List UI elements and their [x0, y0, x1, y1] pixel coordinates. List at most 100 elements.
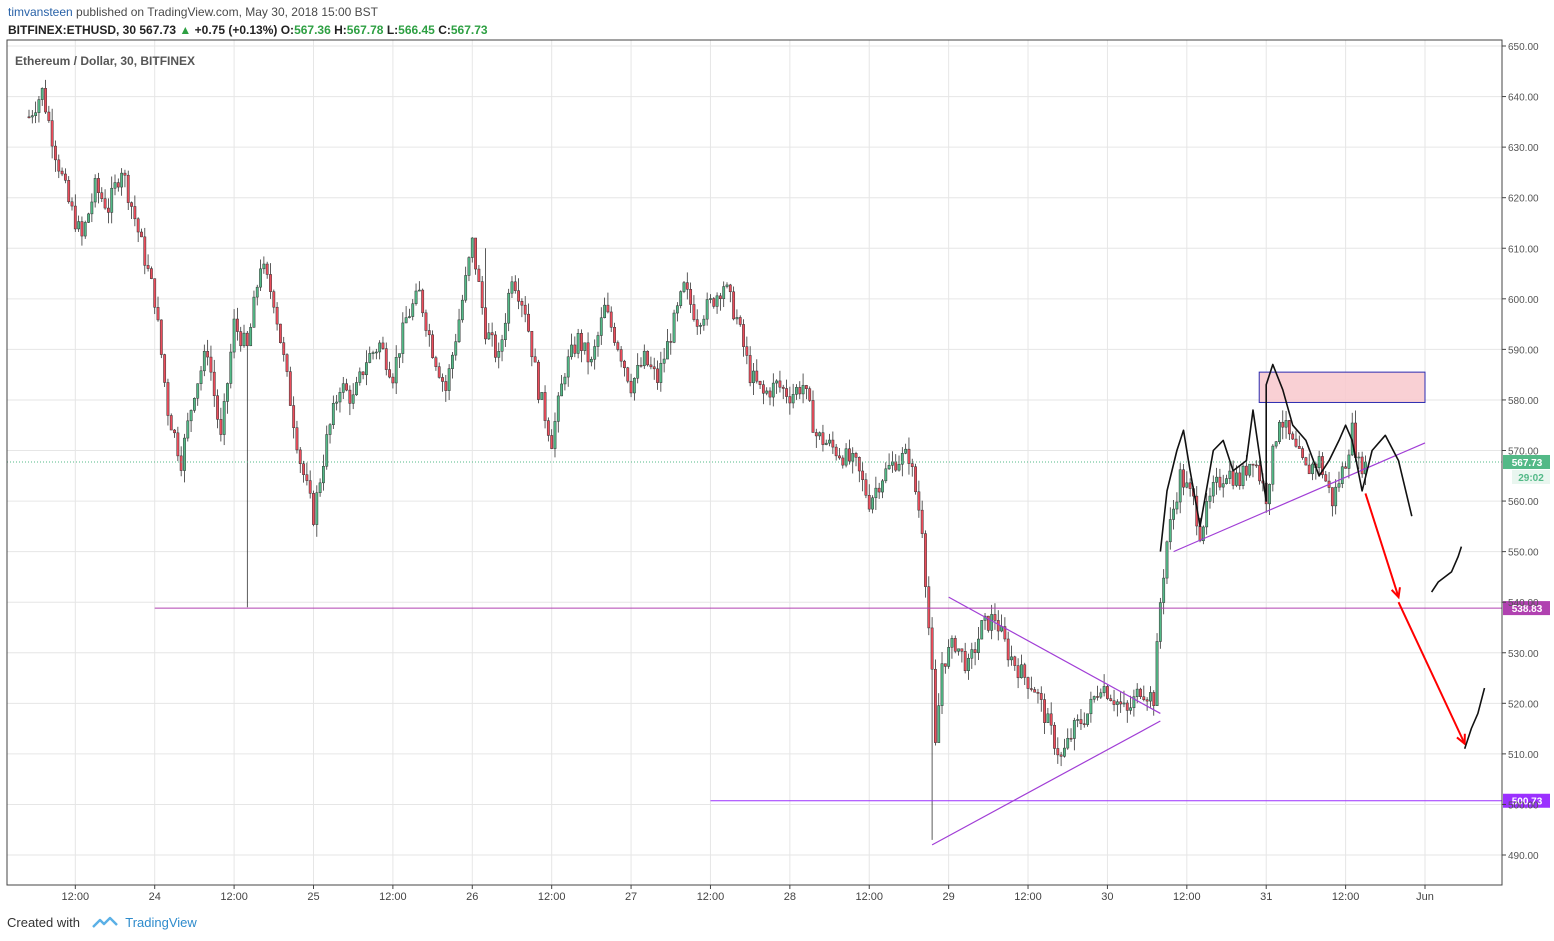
- candle-down: [907, 448, 911, 464]
- candle-down: [1360, 456, 1364, 475]
- candle-down: [441, 377, 444, 382]
- candle-down: [606, 304, 610, 313]
- candle-up: [1215, 476, 1219, 483]
- candle-down: [434, 357, 438, 367]
- candle-down: [312, 493, 315, 525]
- candle-down: [861, 470, 865, 480]
- candle-down: [917, 491, 921, 511]
- x-tick-label: 26: [466, 891, 478, 903]
- candle-down: [427, 330, 431, 336]
- y-tick-label: 510.00: [1508, 750, 1539, 761]
- candle-up: [977, 638, 980, 653]
- candle-down: [857, 457, 861, 472]
- y-tick-label: 590.00: [1508, 345, 1539, 356]
- candle-up: [259, 268, 262, 288]
- candle-down: [669, 341, 673, 343]
- candle-down: [517, 290, 521, 302]
- candle-up: [583, 342, 587, 351]
- y-tick-label: 530.00: [1508, 649, 1539, 660]
- candle-down: [305, 474, 309, 481]
- candle-down: [1304, 457, 1308, 466]
- candle-down: [70, 201, 74, 207]
- candle-up: [682, 282, 686, 292]
- candle-up: [113, 182, 117, 189]
- tradingview-link[interactable]: TradingView: [125, 915, 197, 930]
- candle-down: [695, 319, 699, 327]
- candle-up: [192, 398, 196, 411]
- candle-down: [768, 390, 772, 398]
- candle-up: [828, 439, 831, 444]
- candle-up: [1115, 701, 1119, 705]
- candle-up: [30, 115, 34, 118]
- candle-down: [1013, 656, 1017, 666]
- candle-down: [814, 432, 818, 437]
- candle-up: [1162, 577, 1166, 603]
- candle-down: [1321, 456, 1324, 475]
- candle-up: [189, 410, 193, 422]
- candle-up: [735, 317, 739, 320]
- candle-down: [1016, 665, 1020, 679]
- candle-down: [963, 651, 967, 672]
- support-label: 500.73: [1512, 797, 1543, 808]
- candle-down: [626, 367, 630, 382]
- candle-down: [159, 319, 163, 355]
- candle-up: [454, 341, 458, 356]
- candle-up: [510, 281, 514, 294]
- candle-down: [63, 173, 67, 181]
- publisher-line: timvansteen published on TradingView.com…: [8, 5, 378, 19]
- freehand-bounce-1: [1430, 546, 1463, 593]
- candle-up: [252, 296, 256, 328]
- candle-up: [593, 346, 597, 360]
- candle-up: [801, 385, 805, 395]
- y-tick-label: 560.00: [1508, 497, 1539, 508]
- candle-up: [404, 317, 408, 324]
- candle-down: [745, 346, 749, 356]
- chart-drawings[interactable]: 567.73 29:02 538.83 500.73: [7, 363, 1550, 846]
- candle-up: [752, 370, 755, 384]
- candle-down: [755, 370, 759, 382]
- x-tick-label: 12:00: [379, 891, 407, 903]
- candle-down: [179, 455, 183, 471]
- candle-down: [285, 354, 289, 372]
- candle-down: [953, 638, 957, 652]
- candle-down: [1139, 688, 1142, 697]
- publisher-username[interactable]: timvansteen: [8, 5, 73, 19]
- candle-up: [351, 394, 355, 404]
- candle-up: [1165, 541, 1169, 579]
- countdown-label: 29:02: [1518, 473, 1544, 484]
- candle-up: [675, 305, 679, 314]
- candle-down: [288, 371, 292, 406]
- footer: Created with TradingView: [7, 915, 197, 930]
- candle-down: [361, 371, 365, 376]
- candle-down: [1109, 698, 1113, 701]
- candle-down: [1258, 465, 1262, 482]
- candle-down: [431, 334, 434, 358]
- candle-down: [1112, 700, 1116, 705]
- candle-up: [457, 319, 461, 342]
- candle-down: [100, 192, 104, 199]
- candle-down: [973, 649, 977, 653]
- candle-up: [871, 497, 874, 510]
- candle-up: [183, 437, 186, 471]
- candle-down: [656, 368, 659, 383]
- candle-up: [1211, 482, 1215, 497]
- y-tick-label: 650.00: [1508, 42, 1539, 53]
- candle-down: [712, 298, 716, 307]
- candle-up: [642, 350, 646, 367]
- candle-up: [186, 420, 190, 439]
- candle-down: [153, 278, 157, 308]
- candle-up: [947, 647, 951, 667]
- candle-down: [573, 344, 577, 354]
- candle-up: [1072, 720, 1076, 739]
- projection-arrow: [1397, 601, 1466, 745]
- candle-down: [808, 388, 812, 401]
- candle-down: [924, 533, 927, 587]
- candle-down: [546, 420, 550, 436]
- candle-down: [930, 627, 934, 670]
- x-tick-label: 12:00: [1332, 891, 1360, 903]
- candle-down: [384, 348, 388, 370]
- candle-up: [262, 263, 266, 270]
- candle-down: [44, 88, 47, 113]
- candle-down: [689, 289, 693, 305]
